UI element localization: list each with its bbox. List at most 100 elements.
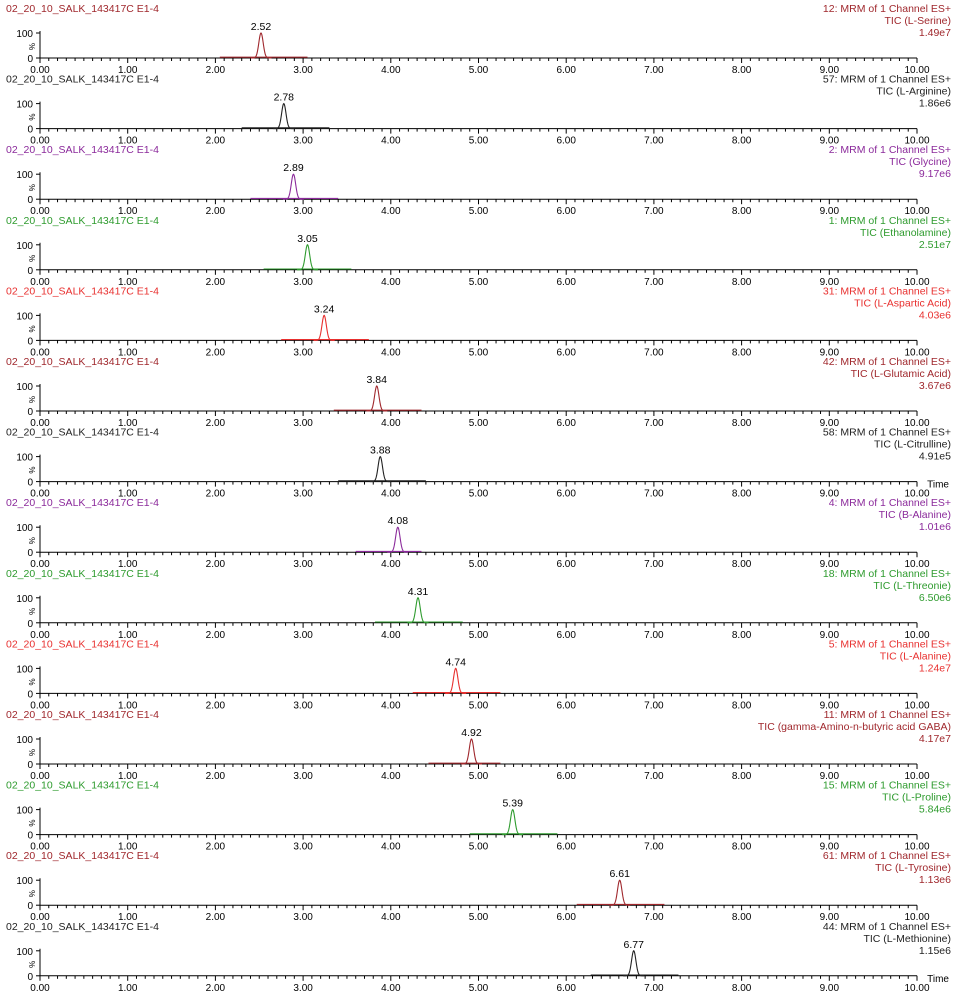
channel-label: 12: MRM of 1 Channel ES+ bbox=[823, 3, 951, 15]
peak-trace bbox=[282, 173, 304, 200]
y-axis-percent-label: % bbox=[28, 467, 37, 474]
x-tick-label: 10.00 bbox=[904, 65, 929, 76]
y-tick-100: 100 bbox=[16, 100, 33, 111]
x-tick-label: 5.00 bbox=[469, 136, 489, 147]
compound-label: TIC (L-Proline) bbox=[882, 792, 951, 804]
y-axis-percent-label: % bbox=[28, 396, 37, 403]
x-tick-label: 0.00 bbox=[30, 842, 50, 853]
x-tick-label: 9.00 bbox=[820, 65, 840, 76]
intensity-label: 6.50e6 bbox=[919, 592, 951, 604]
y-axis-percent-label: % bbox=[28, 961, 37, 968]
x-tick-label: 2.00 bbox=[206, 771, 226, 782]
intensity-label: 1.15e6 bbox=[919, 945, 951, 957]
y-axis-percent-label: % bbox=[28, 325, 37, 332]
intensity-label: 1.49e7 bbox=[919, 27, 951, 39]
y-tick-100: 100 bbox=[16, 241, 33, 252]
x-tick-label: 0.00 bbox=[30, 700, 50, 711]
x-tick-label: 6.00 bbox=[556, 136, 576, 147]
x-tick-label: 9.00 bbox=[820, 771, 840, 782]
sample-name: 02_20_10_SALK_143417C E1-4 bbox=[6, 638, 159, 650]
chromatogram-panel: 02_20_10_SALK_143417C E1-4 61: MRM of 1 C… bbox=[6, 850, 951, 923]
peak-label: 6.61 bbox=[609, 868, 630, 880]
x-tick-label: 9.00 bbox=[820, 700, 840, 711]
x-tick-label: 8.00 bbox=[732, 630, 752, 641]
x-tick-label: 9.00 bbox=[820, 206, 840, 217]
x-tick-label: 5.00 bbox=[469, 206, 489, 217]
compound-label: TIC (Ethanolamine) bbox=[860, 227, 951, 239]
peak-trace bbox=[273, 102, 295, 130]
x-tick-label: 7.00 bbox=[644, 983, 664, 994]
y-tick-0: 0 bbox=[27, 972, 33, 983]
x-tick-label: 10.00 bbox=[904, 771, 929, 782]
x-tick-label: 2.00 bbox=[206, 136, 226, 147]
x-tick-label: 6.00 bbox=[556, 983, 576, 994]
sample-name: 02_20_10_SALK_143417C E1-4 bbox=[6, 709, 159, 721]
peak-trace bbox=[609, 879, 631, 906]
x-tick-label: 10.00 bbox=[904, 842, 929, 853]
peak-label: 4.74 bbox=[445, 656, 466, 668]
x-tick-label: 9.00 bbox=[820, 347, 840, 358]
x-tick-label: 0.00 bbox=[30, 277, 50, 288]
channel-label: 11: MRM of 1 Channel ES+ bbox=[824, 709, 951, 721]
x-tick-label: 1.00 bbox=[118, 842, 138, 853]
peak-label: 3.05 bbox=[297, 233, 318, 245]
x-tick-label: 3.00 bbox=[293, 277, 313, 288]
channel-label: 44: MRM of 1 Channel ES+ bbox=[823, 921, 951, 933]
y-axis-percent-label: % bbox=[28, 820, 37, 827]
x-tick-label: 7.00 bbox=[644, 559, 664, 570]
x-tick-label: 6.00 bbox=[556, 630, 576, 641]
y-tick-100: 100 bbox=[16, 806, 33, 817]
y-tick-0: 0 bbox=[27, 125, 33, 136]
y-tick-100: 100 bbox=[16, 594, 33, 605]
y-tick-100: 100 bbox=[16, 876, 33, 887]
x-tick-label: 9.00 bbox=[820, 559, 840, 570]
x-tick-label: 4.00 bbox=[381, 912, 401, 923]
x-tick-label: 9.00 bbox=[820, 277, 840, 288]
y-tick-100: 100 bbox=[16, 947, 33, 958]
sample-name: 02_20_10_SALK_143417C E1-4 bbox=[6, 144, 159, 156]
x-tick-label: 6.00 bbox=[556, 489, 576, 500]
x-tick-label: 4.00 bbox=[381, 559, 401, 570]
x-tick-label: 3.00 bbox=[293, 700, 313, 711]
intensity-label: 4.91e5 bbox=[919, 451, 951, 463]
x-tick-label: 8.00 bbox=[732, 206, 752, 217]
x-tick-label: 7.00 bbox=[644, 489, 664, 500]
intensity-label: 2.51e7 bbox=[919, 239, 951, 251]
channel-label: 1: MRM of 1 Channel ES+ bbox=[829, 215, 951, 227]
x-tick-label: 0.00 bbox=[30, 206, 50, 217]
compound-label: TIC (L-Glutamic Acid) bbox=[851, 368, 951, 380]
x-tick-label: 5.00 bbox=[469, 489, 489, 500]
sample-name: 02_20_10_SALK_143417C E1-4 bbox=[6, 74, 159, 86]
y-tick-100: 100 bbox=[16, 453, 33, 464]
y-axis-percent-label: % bbox=[28, 678, 37, 685]
y-tick-0: 0 bbox=[27, 54, 33, 65]
y-tick-0: 0 bbox=[27, 760, 33, 771]
x-tick-label: 4.00 bbox=[381, 347, 401, 358]
x-tick-label: 2.00 bbox=[206, 912, 226, 923]
y-tick-0: 0 bbox=[27, 407, 33, 418]
x-tick-label: 2.00 bbox=[206, 277, 226, 288]
x-tick-label: 7.00 bbox=[644, 700, 664, 711]
x-tick-label: 2.00 bbox=[206, 206, 226, 217]
channel-label: 31: MRM of 1 Channel ES+ bbox=[823, 285, 951, 297]
x-tick-label: 5.00 bbox=[469, 347, 489, 358]
x-tick-label: 9.00 bbox=[820, 418, 840, 429]
y-tick-100: 100 bbox=[16, 311, 33, 322]
x-tick-label: 0.00 bbox=[30, 418, 50, 429]
x-tick-label: 8.00 bbox=[732, 277, 752, 288]
channel-label: 61: MRM of 1 Channel ES+ bbox=[823, 850, 951, 862]
y-tick-0: 0 bbox=[27, 689, 33, 700]
x-tick-label: 9.00 bbox=[820, 630, 840, 641]
y-axis-percent-label: % bbox=[28, 537, 37, 544]
y-tick-0: 0 bbox=[27, 195, 33, 206]
x-tick-label: 3.00 bbox=[293, 983, 313, 994]
x-tick-label: 5.00 bbox=[469, 418, 489, 429]
peak-label: 3.84 bbox=[367, 374, 388, 386]
chromatogram-panel: 02_20_10_SALK_143417C E1-4 42: MRM of 1 C… bbox=[6, 356, 951, 429]
x-tick-label: 0.00 bbox=[30, 559, 50, 570]
x-tick-label: 4.00 bbox=[381, 489, 401, 500]
x-tick-label: 9.00 bbox=[820, 983, 840, 994]
x-tick-label: 5.00 bbox=[469, 983, 489, 994]
x-tick-label: 10.00 bbox=[904, 912, 929, 923]
